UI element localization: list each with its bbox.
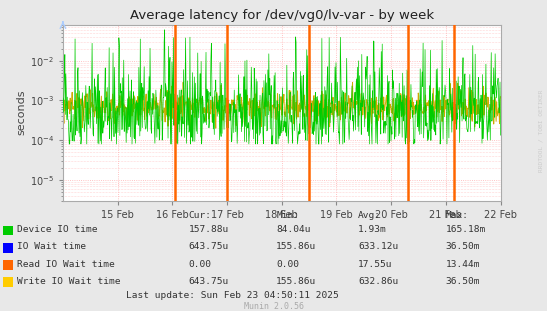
Text: Device IO time: Device IO time <box>17 225 97 234</box>
Text: Min:: Min: <box>276 211 299 220</box>
Text: 36.50m: 36.50m <box>446 276 480 285</box>
Text: 17.55u: 17.55u <box>358 259 393 268</box>
Text: IO Wait time: IO Wait time <box>17 242 86 251</box>
Text: 643.75u: 643.75u <box>189 242 229 251</box>
Text: 84.04u: 84.04u <box>276 225 311 234</box>
Text: 1.93m: 1.93m <box>358 225 387 234</box>
Text: Last update: Sun Feb 23 04:50:11 2025: Last update: Sun Feb 23 04:50:11 2025 <box>126 291 339 300</box>
Text: 633.12u: 633.12u <box>358 242 399 251</box>
Y-axis label: seconds: seconds <box>17 90 27 136</box>
Text: 0.00: 0.00 <box>276 259 299 268</box>
Text: 155.86u: 155.86u <box>276 242 317 251</box>
Text: Read IO Wait time: Read IO Wait time <box>17 259 115 268</box>
Text: 13.44m: 13.44m <box>446 259 480 268</box>
Text: 155.86u: 155.86u <box>276 276 317 285</box>
Text: 643.75u: 643.75u <box>189 276 229 285</box>
Text: RRDTOOL / TOBI OETIKER: RRDTOOL / TOBI OETIKER <box>538 89 543 172</box>
Text: Munin 2.0.56: Munin 2.0.56 <box>243 301 304 310</box>
Title: Average latency for /dev/vg0/lv-var - by week: Average latency for /dev/vg0/lv-var - by… <box>130 9 434 22</box>
Text: Write IO Wait time: Write IO Wait time <box>17 276 120 285</box>
Text: 165.18m: 165.18m <box>446 225 486 234</box>
Text: 632.86u: 632.86u <box>358 276 399 285</box>
Text: Avg:: Avg: <box>358 211 381 220</box>
Text: Max:: Max: <box>446 211 469 220</box>
Text: 36.50m: 36.50m <box>446 242 480 251</box>
Text: Cur:: Cur: <box>189 211 212 220</box>
Text: 0.00: 0.00 <box>189 259 212 268</box>
Text: 157.88u: 157.88u <box>189 225 229 234</box>
